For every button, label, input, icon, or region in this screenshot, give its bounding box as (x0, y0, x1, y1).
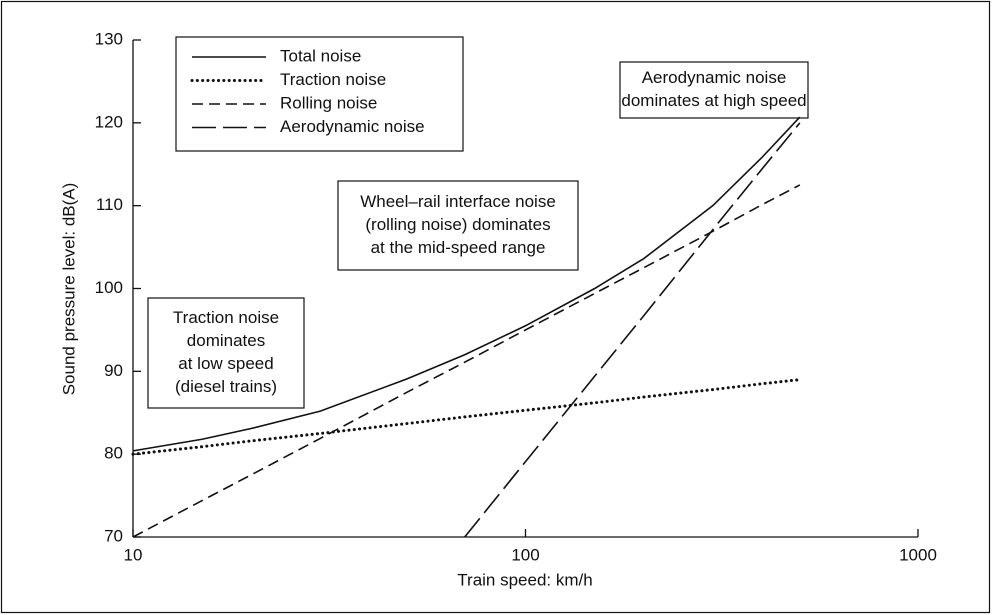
x-axis-label: Train speed: km/h (457, 570, 592, 589)
annotation-text: Aerodynamic noise (642, 68, 787, 87)
annotation-box (147, 297, 305, 409)
y-tick-label: 80 (104, 444, 123, 463)
legend-label: Aerodynamic noise (280, 117, 425, 136)
legend-box (175, 36, 464, 152)
annotation-box (619, 61, 809, 119)
y-axis-label: Sound pressure level: dB(A) (59, 183, 78, 396)
annotation-box (337, 180, 579, 271)
series-line (131, 378, 802, 456)
series-line (132, 184, 801, 538)
y-tick-label: 90 (104, 361, 123, 380)
annotation-text: dominates at high speed (621, 91, 806, 110)
y-tick-label: 130 (95, 29, 123, 48)
legend-label: Rolling noise (280, 93, 377, 112)
annotation-text: Traction noise (173, 308, 279, 327)
x-tick-label: 1000 (899, 545, 937, 564)
y-tick-label: 120 (95, 112, 123, 131)
annotation-text: at low speed (178, 354, 273, 373)
annotation-text: at the mid-speed range (371, 238, 546, 257)
y-tick-label: 110 (96, 195, 123, 214)
annotation-text: (rolling noise) dominates (365, 215, 550, 234)
x-tick-label: 100 (511, 545, 539, 564)
legend-label: Traction noise (280, 70, 386, 89)
x-tick-label: 10 (124, 545, 143, 564)
y-tick-label: 70 (104, 526, 123, 545)
y-tick-label: 100 (95, 278, 123, 297)
series-line (464, 122, 801, 538)
annotation-text: dominates (187, 331, 265, 350)
annotation-text: Wheel–rail interface noise (360, 192, 556, 211)
annotation-text: (diesel trains) (175, 377, 277, 396)
series-line (132, 116, 801, 452)
legend-label: Total noise (280, 46, 361, 65)
